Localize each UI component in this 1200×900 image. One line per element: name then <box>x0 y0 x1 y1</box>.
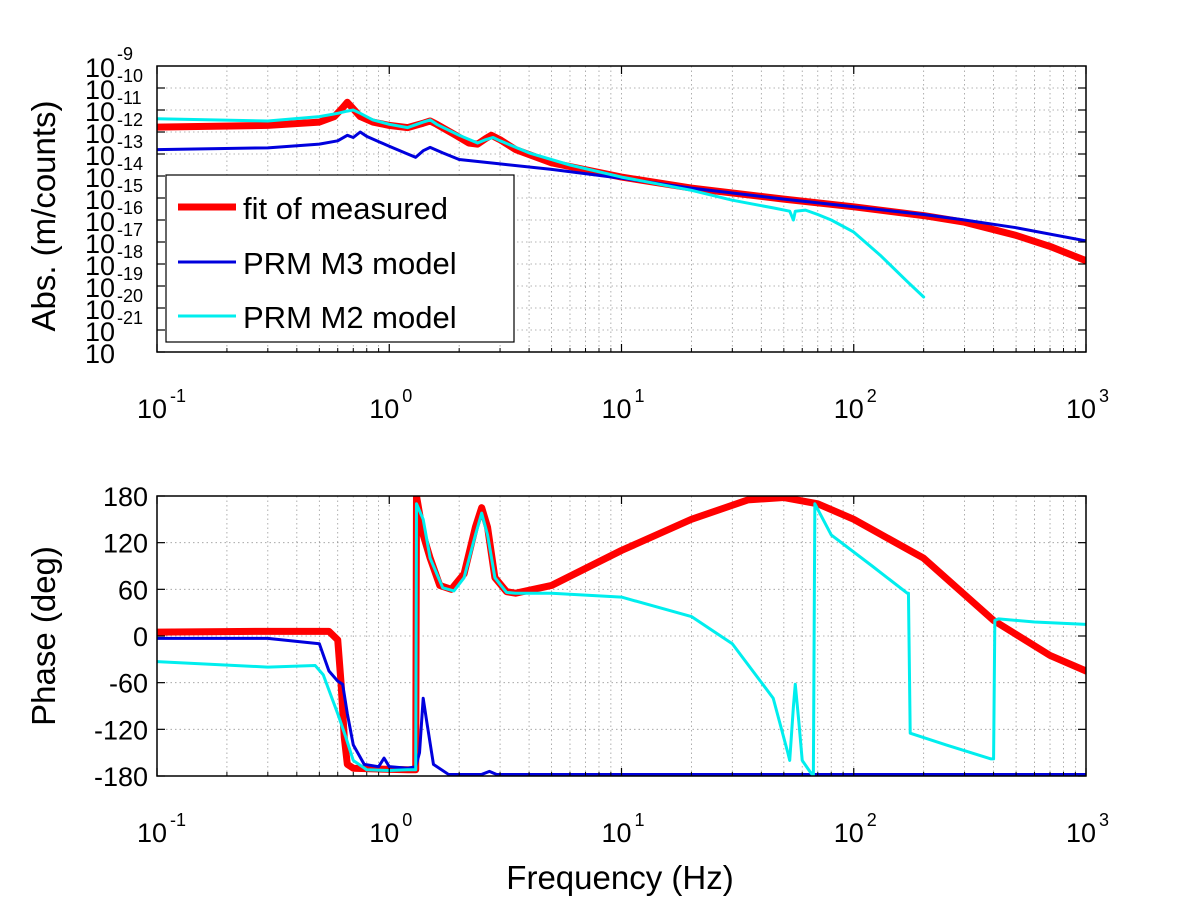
x-tick-label: 10 <box>1066 394 1096 424</box>
series-line-prm-m3-model <box>157 130 1086 243</box>
y-tick-label: 10 <box>85 295 115 325</box>
y-tick-label: 10 <box>85 207 115 237</box>
y-tick-label: -120 <box>94 715 148 745</box>
y-tick-label: 10 <box>85 251 115 281</box>
magnitude-series <box>157 98 1086 299</box>
legend-box <box>165 174 515 343</box>
y-tick-label: 10 <box>85 273 115 303</box>
x-tick-exponent: 0 <box>402 810 412 830</box>
y-tick-exponent: -19 <box>117 264 143 284</box>
y-tick-label: -60 <box>109 669 148 699</box>
y-tick-exponent: -20 <box>117 286 143 306</box>
y-tick-label: 10 <box>85 229 115 259</box>
y-tick-label: 10 <box>85 75 115 105</box>
y-tick-exponent: -9 <box>117 44 133 64</box>
y-tick-exponent: -12 <box>117 110 143 130</box>
x-tick-label: 10 <box>834 394 864 424</box>
y-tick-label: 10 <box>85 163 115 193</box>
y-tick-label: 10 <box>85 339 115 369</box>
x-tick-exponent: 2 <box>867 810 877 830</box>
x-tick-exponent: 3 <box>1099 810 1109 830</box>
y-tick-exponent: -18 <box>117 242 143 262</box>
y-tick-label: 10 <box>85 185 115 215</box>
y-tick-exponent: -13 <box>117 132 143 152</box>
x-tick-label: 10 <box>834 818 864 848</box>
y-tick-label: 60 <box>118 575 148 605</box>
x-tick-label: 10 <box>601 394 631 424</box>
phase-x-axis-label: Frequency (Hz) <box>506 859 733 896</box>
x-tick-label: 10 <box>1066 818 1096 848</box>
y-tick-exponent: -11 <box>117 88 142 108</box>
phase-y-ticks: 180 120 60 0 -60 -120 -180 <box>94 482 1086 792</box>
legend-label-prm-m3-model: PRM M3 model <box>243 246 457 281</box>
y-tick-label: 0 <box>133 622 148 652</box>
x-tick-label: 10 <box>137 394 167 424</box>
x-tick-exponent: 2 <box>867 386 877 406</box>
x-tick-label: 10 <box>601 818 631 848</box>
y-tick-label: 10 <box>85 141 115 171</box>
y-tick-label: 120 <box>103 529 148 559</box>
magnitude-y-axis-label: Abs. (m/counts) <box>25 100 62 331</box>
x-tick-exponent: -1 <box>170 810 186 830</box>
x-tick-exponent: 3 <box>1099 386 1109 406</box>
y-tick-label: -180 <box>94 762 148 792</box>
x-tick-exponent: 1 <box>635 810 645 830</box>
magnitude-grid <box>157 66 1086 352</box>
legend-label-fit-of-measured: fit of measured <box>243 191 448 226</box>
legend-label-prm-m2-model: PRM M2 model <box>243 300 457 335</box>
x-tick-label: 10 <box>369 394 399 424</box>
series-line-prm-m2-model <box>157 108 926 299</box>
y-tick-label: 10 <box>85 53 115 83</box>
phase-y-axis-label: Phase (deg) <box>25 546 62 726</box>
x-tick-label: 10 <box>137 818 167 848</box>
phase-x-ticks: 10 -1 10 0 10 1 10 2 10 3 <box>137 496 1109 848</box>
y-tick-label: 10 <box>85 119 115 149</box>
series-line-prm-m3-model <box>157 636 1086 776</box>
y-tick-exponent: -16 <box>117 198 143 218</box>
y-tick-exponent: -17 <box>117 220 143 240</box>
y-tick-exponent: -21 <box>117 308 143 328</box>
y-tick-exponent: -10 <box>117 66 143 86</box>
x-tick-exponent: 1 <box>635 386 645 406</box>
x-tick-exponent: -1 <box>170 386 186 406</box>
y-tick-exponent: -15 <box>117 176 143 196</box>
x-tick-label: 10 <box>369 818 399 848</box>
legend: fit of measured PRM M3 model PRM M2 mode… <box>165 174 515 343</box>
y-tick-label: 10 <box>85 97 115 127</box>
y-tick-exponent: -14 <box>117 154 143 174</box>
y-tick-label: 180 <box>103 482 148 512</box>
y-tick-label: 10 <box>85 317 115 347</box>
x-tick-exponent: 0 <box>402 386 412 406</box>
magnitude-x-ticks: 10 -1 10 0 10 1 10 2 10 3 <box>137 66 1109 424</box>
phase-grid <box>157 496 1086 776</box>
